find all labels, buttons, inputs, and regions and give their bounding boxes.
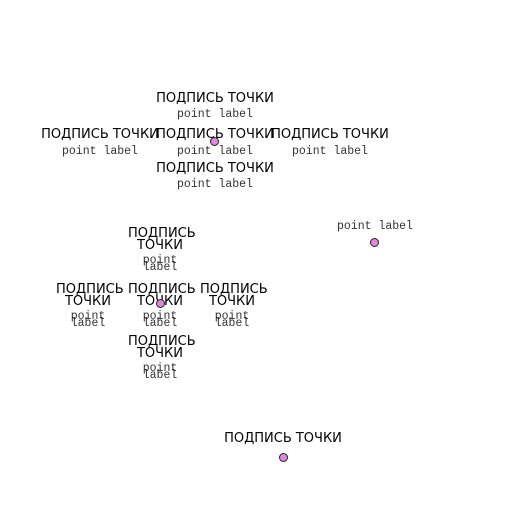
label-en-a-right: point label [292,145,368,158]
label-en-a-top: point label [177,108,253,121]
label-en-a-center: point label [177,145,253,158]
label-en-b-right: point label [214,310,250,330]
label-en-b-bottom: point label [142,362,178,382]
label-ru-a-top: ПОДПИСЬ ТОЧКИ [156,91,274,106]
label-ru-b-right: ПОДПИСЬ ТОЧКИ [200,282,268,309]
label-ru-a-right: ПОДПИСЬ ТОЧКИ [271,127,389,142]
label-ru-a-center: ПОДПИСЬ ТОЧКИ [156,127,274,142]
label-en-a-bottom: point label [177,178,253,191]
label-en-b-left: point label [70,310,106,330]
label-en-a-left: point label [62,145,138,158]
label-ru-b-bottom: ПОДПИСЬ ТОЧКИ [128,334,196,361]
label-en-b-top: point label [142,254,178,274]
map-point-mid-left[interactable] [156,299,165,308]
map-point-top-center[interactable] [210,137,219,146]
label-en-b-center: point label [142,310,178,330]
label-ru-a-bottom: ПОДПИСЬ ТОЧКИ [156,161,274,176]
map-point-bottom[interactable] [279,453,288,462]
label-ru-bottom: ПОДПИСЬ ТОЧКИ [224,431,342,446]
map-point-right[interactable] [370,238,379,247]
label-en-right: point label [337,220,413,233]
label-ru-a-left: ПОДПИСЬ ТОЧКИ [41,127,159,142]
label-ru-b-top: ПОДПИСЬ ТОЧКИ [128,226,196,253]
label-ru-b-left: ПОДПИСЬ ТОЧКИ [56,282,124,309]
